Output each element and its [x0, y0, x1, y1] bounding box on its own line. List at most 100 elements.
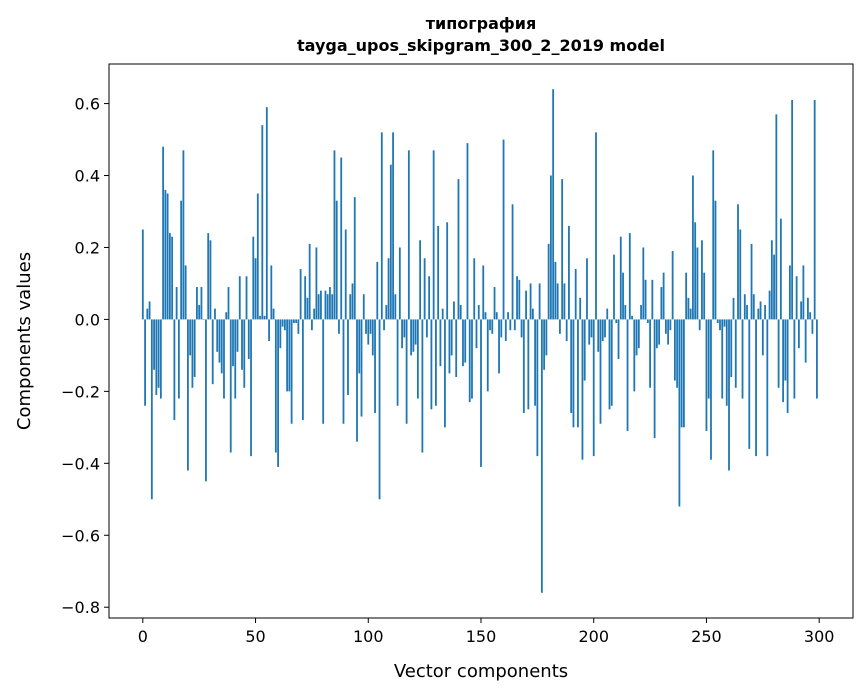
bar	[371, 319, 374, 356]
bar	[635, 319, 638, 356]
bar	[290, 319, 293, 424]
bar	[189, 319, 192, 356]
bar	[247, 319, 250, 359]
bar	[743, 294, 746, 320]
bar	[739, 229, 742, 320]
bar	[205, 319, 207, 482]
bar	[376, 261, 379, 320]
bar	[299, 269, 302, 320]
bar	[405, 319, 408, 424]
bar	[777, 319, 780, 388]
bar	[148, 301, 151, 320]
bar	[502, 139, 505, 320]
bar	[696, 247, 699, 320]
bar	[416, 319, 419, 399]
bar	[150, 319, 153, 500]
bar	[592, 319, 595, 457]
bar	[439, 319, 442, 367]
bar	[166, 193, 169, 320]
bar	[414, 319, 417, 345]
bar	[353, 197, 356, 320]
bar	[475, 319, 478, 349]
bar	[477, 305, 480, 320]
bar	[813, 99, 816, 320]
bar	[802, 265, 805, 320]
bar	[673, 319, 676, 381]
bar	[193, 319, 196, 377]
bar	[153, 319, 155, 370]
bar	[644, 279, 647, 320]
bar	[351, 283, 354, 320]
bar	[495, 312, 498, 320]
bar	[398, 247, 401, 320]
bar	[180, 200, 183, 320]
bar	[297, 319, 300, 334]
bar	[664, 319, 667, 334]
bar	[543, 319, 546, 370]
bar	[809, 312, 812, 320]
bar	[322, 319, 325, 424]
bar	[574, 269, 577, 320]
bar	[498, 319, 500, 374]
bar	[703, 272, 706, 320]
bar	[795, 276, 798, 320]
bar	[387, 258, 390, 320]
bar	[259, 315, 261, 320]
bar	[383, 319, 385, 331]
bar	[216, 319, 219, 352]
bar	[646, 319, 649, 324]
bars-group	[141, 89, 818, 593]
bar	[394, 294, 397, 320]
bar	[613, 254, 615, 320]
bar	[597, 319, 600, 352]
bar	[218, 319, 221, 363]
bar	[764, 305, 766, 320]
bar	[707, 319, 710, 399]
bar	[529, 283, 532, 320]
bar	[423, 258, 426, 320]
bar	[482, 265, 485, 320]
bar	[716, 319, 719, 324]
bar	[678, 319, 681, 507]
bar	[344, 229, 347, 320]
bar	[265, 107, 268, 320]
y-tick-label: −0.8	[61, 598, 100, 617]
bar	[692, 175, 694, 320]
bar	[177, 319, 180, 399]
bar	[655, 319, 658, 349]
bar	[604, 319, 606, 338]
bar	[730, 319, 733, 377]
bar	[723, 319, 726, 327]
bar	[701, 240, 703, 320]
bar	[619, 236, 622, 320]
bar	[162, 146, 165, 320]
bar	[732, 297, 735, 320]
bar	[534, 319, 537, 406]
x-tick-label: 100	[353, 627, 384, 646]
bar	[782, 319, 785, 403]
bar	[642, 247, 645, 320]
bar	[563, 283, 566, 320]
bar	[365, 319, 367, 334]
bar	[338, 319, 340, 334]
bar	[531, 308, 534, 320]
bar	[155, 319, 158, 395]
bar	[308, 243, 311, 320]
x-tick-label: 300	[804, 627, 835, 646]
bar	[209, 240, 212, 320]
bar	[570, 319, 573, 413]
bar	[522, 319, 525, 413]
bar	[788, 265, 791, 320]
bar	[712, 150, 715, 320]
bar	[637, 319, 640, 349]
bar	[306, 297, 309, 320]
bar	[385, 305, 388, 320]
bar	[590, 319, 593, 338]
bar	[295, 319, 298, 324]
bar	[389, 164, 392, 320]
bar	[331, 294, 334, 320]
bar	[500, 319, 503, 338]
bar	[146, 308, 149, 320]
bar	[725, 319, 728, 406]
bar	[349, 294, 352, 320]
